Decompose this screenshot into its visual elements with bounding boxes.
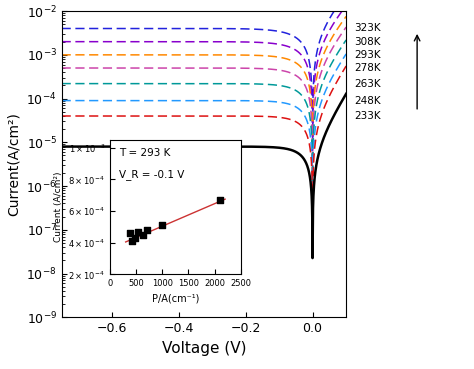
- X-axis label: Voltage (V): Voltage (V): [162, 341, 246, 356]
- Text: 233K: 233K: [355, 111, 381, 121]
- Text: 278K: 278K: [355, 63, 381, 73]
- Text: 323K: 323K: [355, 24, 381, 34]
- Text: 293K: 293K: [355, 50, 381, 60]
- Text: 308K: 308K: [355, 37, 381, 46]
- Y-axis label: Current(A/cm²): Current(A/cm²): [7, 112, 21, 216]
- Text: 263K: 263K: [355, 79, 381, 89]
- Text: 248K: 248K: [355, 96, 381, 106]
